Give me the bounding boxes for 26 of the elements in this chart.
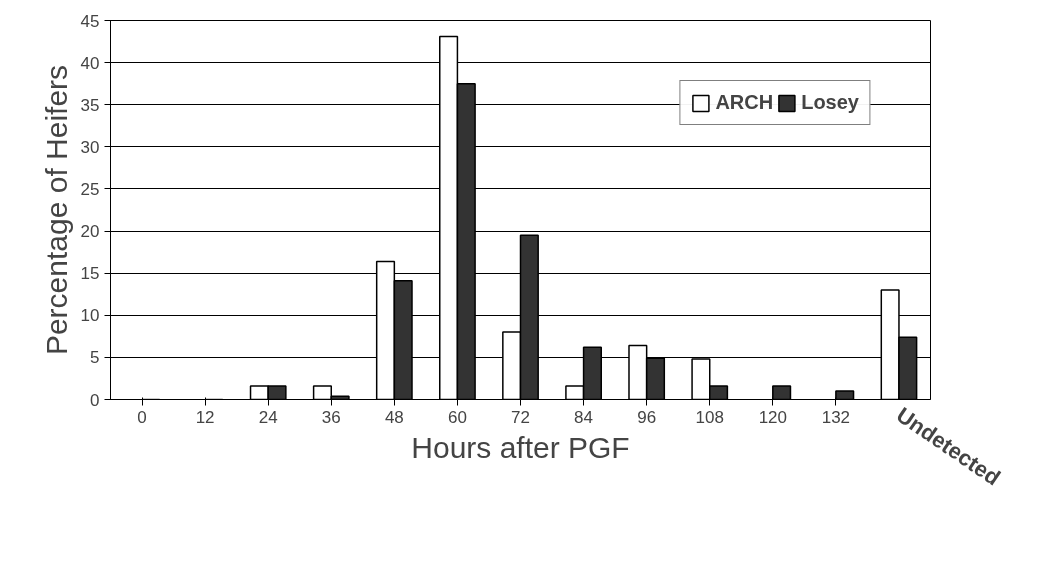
y-tick-label: 10 bbox=[80, 306, 100, 326]
x-tick-label: 108 bbox=[695, 407, 724, 427]
x-tick-label: 96 bbox=[637, 407, 657, 427]
y-tick-label: 25 bbox=[80, 179, 100, 199]
y-tick-label: 40 bbox=[80, 53, 100, 73]
y-tick-label: 35 bbox=[80, 95, 100, 115]
y-tick-label: 20 bbox=[80, 222, 100, 242]
y-tick-label: 45 bbox=[80, 11, 100, 31]
y-tick-label: 0 bbox=[90, 390, 100, 410]
y-tick-label: 15 bbox=[80, 264, 100, 284]
legend-label: ARCH bbox=[715, 91, 774, 114]
x-tick-label: 72 bbox=[511, 407, 530, 427]
legend-label: Losey bbox=[801, 91, 859, 114]
x-tick-label: 12 bbox=[195, 407, 215, 427]
x-tick-label: 60 bbox=[447, 407, 467, 427]
x-tick-label: 36 bbox=[321, 407, 341, 427]
x-tick-label: 132 bbox=[821, 407, 851, 427]
x-tick-label: 0 bbox=[137, 407, 147, 427]
x-tick-label: 24 bbox=[258, 407, 278, 427]
x-tick-label: 84 bbox=[574, 407, 594, 427]
x-tick-label: 120 bbox=[758, 407, 787, 427]
x-tick-label: 48 bbox=[384, 407, 404, 427]
x-axis-title: Hours after PGF bbox=[411, 430, 630, 464]
y-tick-label: 30 bbox=[80, 137, 100, 157]
y-axis-title: Percentage of Heifers bbox=[39, 64, 73, 356]
y-tick-label: 5 bbox=[90, 348, 100, 368]
